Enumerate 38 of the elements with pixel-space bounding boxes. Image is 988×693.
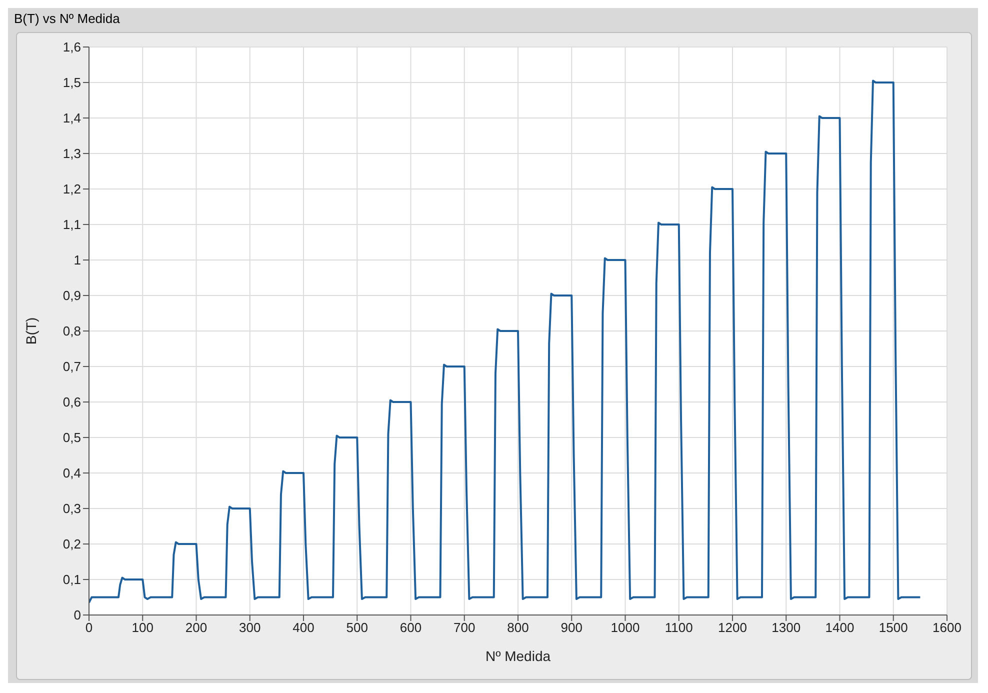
line-series bbox=[89, 80, 922, 604]
y-tick-label: 1,1 bbox=[62, 217, 81, 232]
x-tick-label: 100 bbox=[132, 620, 154, 636]
y-tick-label: 0,8 bbox=[62, 324, 81, 339]
y-tick-label: 1,4 bbox=[62, 110, 81, 126]
x-tick-label: 400 bbox=[292, 620, 314, 636]
x-tick-label: 800 bbox=[507, 620, 529, 636]
x-tick-label: 1100 bbox=[664, 620, 693, 636]
y-tick-label: 0,6 bbox=[62, 394, 81, 410]
y-tick-label: 0 bbox=[74, 608, 81, 623]
x-tick-label: 700 bbox=[454, 620, 476, 636]
y-tick-label: 0,5 bbox=[62, 430, 81, 446]
y-tick-label: 1,5 bbox=[62, 75, 81, 90]
x-tick-label: 1300 bbox=[772, 620, 801, 636]
y-tick-label: 0,7 bbox=[62, 359, 81, 374]
x-tick-label: 600 bbox=[400, 620, 422, 636]
x-tick-label: 300 bbox=[239, 620, 261, 636]
y-tick-label: 0,2 bbox=[62, 536, 81, 552]
y-tick-label: 0,9 bbox=[62, 288, 81, 304]
y-axis-title: B(T) bbox=[22, 317, 39, 345]
y-tick-label: 0,4 bbox=[62, 466, 81, 481]
y-tick-label: 1,2 bbox=[62, 182, 81, 197]
x-tick-label: 900 bbox=[560, 620, 582, 636]
x-tick-label: 1400 bbox=[825, 620, 854, 636]
y-tick-label: 1,3 bbox=[62, 146, 81, 162]
x-tick-label: 1200 bbox=[718, 620, 747, 636]
chart-title: B(T) vs Nº Medida bbox=[13, 10, 121, 28]
y-tick-label: 1,6 bbox=[62, 40, 81, 55]
y-tick-label: 0,1 bbox=[62, 572, 81, 588]
x-tick-label: 200 bbox=[185, 620, 208, 636]
x-tick-label: 1500 bbox=[878, 620, 908, 636]
x-tick-label: 500 bbox=[346, 620, 368, 636]
x-tick-label: 1000 bbox=[610, 620, 640, 636]
y-tick-label: 0,3 bbox=[62, 501, 81, 516]
x-tick-label: 1600 bbox=[932, 620, 962, 636]
y-tick-label: 1 bbox=[74, 252, 81, 268]
x-axis-title: Nº Medida bbox=[485, 648, 551, 664]
x-tick-label: 0 bbox=[85, 620, 93, 636]
